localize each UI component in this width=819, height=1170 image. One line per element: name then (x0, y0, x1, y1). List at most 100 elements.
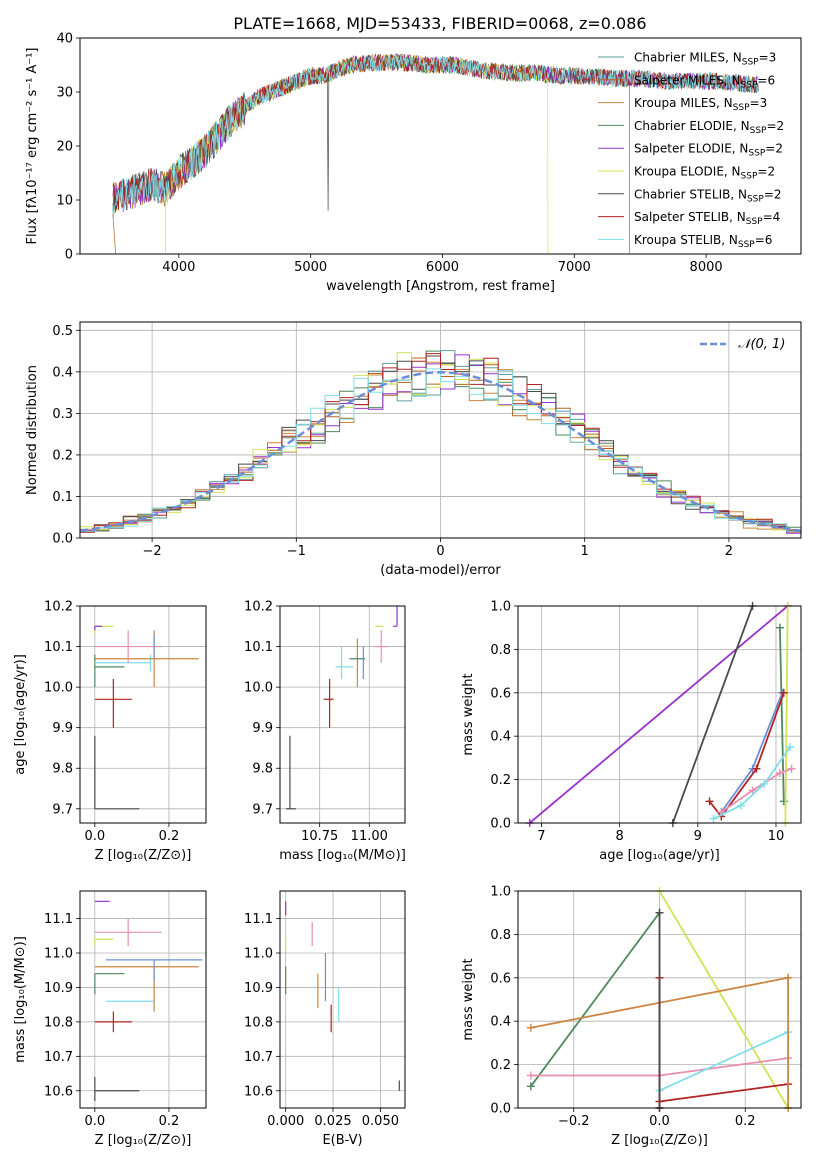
x-tick-label: 1 (581, 544, 589, 559)
spectrum-panel: 4000 5000 6000 7000 8000 0 10 20 30 40 wavelength … (25, 32, 802, 294)
y-tick-label: 0.6 (490, 686, 511, 701)
y-tick-label: 0.2 (52, 448, 73, 463)
series-line (529, 606, 789, 823)
x-tick-label: 0.2 (159, 829, 180, 844)
mass-vs-metallicity-panel: 0.0 0.2 10.6 10.7 10.8 10.9 11.0 11.1 Z [log₁₀(Z… (13, 890, 207, 1148)
y-tick-label: 10.1 (244, 640, 273, 655)
y-tick-label: 1.0 (490, 885, 511, 900)
axes-frame (279, 890, 406, 1109)
x-tick-label: 11.00 (351, 829, 388, 844)
y-tick-label: 10.7 (244, 1050, 273, 1065)
y-tick-label: 9.9 (252, 721, 273, 736)
y-tick-label: 0.0 (52, 532, 73, 547)
figure-title: PLATE=1668, MJD=53433, FIBERID=0068, z=0… (233, 14, 646, 33)
y-tick-label: 0.0 (490, 817, 511, 832)
y-tick-label: 9.8 (52, 762, 73, 777)
y-axis-label: Normed distribution (25, 365, 40, 495)
x-tick-label: 10.75 (301, 829, 338, 844)
x-tick-label: 0 (436, 544, 444, 559)
x-axis-label: mass [log₁₀(M/M⊙)] (279, 848, 406, 863)
y-axis-label: age [log₁₀(age/yr)] (13, 654, 28, 775)
x-tick-label: 0.2 (159, 1114, 180, 1129)
y-tick-label: 10.0 (244, 681, 273, 696)
x-tick-label: 4000 (162, 260, 195, 275)
y-tick-label: 0.8 (490, 928, 511, 943)
y-tick-label: 9.7 (252, 802, 273, 817)
x-tick-label: 8000 (690, 260, 723, 275)
axes-frame (79, 37, 802, 255)
x-tick-label: 0.0 (84, 1114, 105, 1129)
y-tick-label: 9.9 (52, 721, 73, 736)
y-tick-label: 1.0 (490, 600, 511, 615)
gaussian-curve (80, 371, 801, 532)
legend-label: Chabrier ELODIE, NSSP=2 (634, 119, 784, 136)
y-axis-label: mass [log₁₀(M/M⊙)] (13, 936, 28, 1063)
series-line (671, 606, 754, 823)
histogram-series (80, 368, 801, 538)
series-line (658, 891, 789, 1108)
y-tick-label: 10.2 (244, 600, 273, 615)
y-tick-label: 0.4 (490, 1015, 511, 1030)
age-vs-metallicity-panel: 0.0 0.2 9.7 9.8 9.9 10.0 10.1 10.2 Z [log₁₀(Z/Z⊙… (13, 600, 207, 863)
x-tick-label: 0.0 (649, 1114, 670, 1129)
y-tick-label: 0.1 (52, 490, 73, 505)
series-line (708, 692, 785, 818)
axes-frame (79, 890, 207, 1109)
legend-label: Chabrier MILES, NSSP=3 (634, 51, 776, 68)
y-tick-label: 11.0 (244, 947, 273, 962)
y-tick-label: 0.2 (490, 1058, 511, 1073)
y-tick-label: 0.2 (490, 773, 511, 788)
x-tick-label: 0.025 (314, 1114, 351, 1129)
axes-frame (517, 605, 802, 824)
y-tick-label: 10.8 (44, 1015, 73, 1030)
x-tick-label: 5000 (294, 260, 327, 275)
y-axis-label: Flux [fλ10⁻¹⁷ erg cm⁻² s⁻¹ A⁻¹] (25, 48, 40, 245)
y-tick-label: 10.9 (44, 981, 73, 996)
legend-label: Kroupa ELODIE, NSSP=2 (634, 165, 775, 182)
y-tick-label: 0.5 (52, 324, 73, 339)
x-tick-label: 9 (694, 829, 702, 844)
y-tick-label: 0.8 (490, 643, 511, 658)
x-tick-label: 8 (615, 829, 623, 844)
x-tick-label: 10 (768, 829, 785, 844)
series-line (784, 606, 789, 823)
legend-label: Kroupa STELIB, NSSP=6 (634, 233, 772, 250)
y-tick-label: 9.7 (52, 802, 73, 817)
spectrum-line (112, 54, 759, 217)
y-tick-label: 10.6 (244, 1084, 273, 1099)
age-vs-mass-panel: 10.75 11.00 9.7 9.8 9.9 10.0 10.1 10.2 mass [log… (244, 600, 406, 864)
y-tick-label: 0.4 (490, 730, 511, 745)
x-tick-label: −2 (143, 544, 162, 559)
y-axis-label: mass weight (461, 958, 476, 1040)
legend-label: 𝒩(0, 1) (738, 337, 785, 352)
x-tick-label: −1 (287, 544, 306, 559)
x-tick-label: −0.2 (558, 1114, 590, 1129)
axes-frame (79, 605, 207, 824)
y-tick-label: 0 (65, 248, 73, 263)
y-tick-label: 40 (56, 32, 73, 47)
x-axis-label: Z [log₁₀(Z/Z⊙)] (95, 1133, 192, 1148)
y-tick-label: 9.8 (252, 762, 273, 777)
y-tick-label: 0.4 (52, 365, 73, 380)
legend-label: Salpeter ELODIE, NSSP=2 (634, 142, 783, 159)
y-tick-label: 20 (56, 140, 73, 155)
x-axis-label: E(B-V) (322, 1133, 362, 1148)
x-axis-label: age [log₁₀(age/yr)] (599, 848, 720, 863)
y-tick-label: 11.1 (44, 912, 73, 927)
x-axis-label: wavelength [Angstrom, rest frame] (326, 279, 555, 294)
y-tick-label: 10.2 (44, 600, 73, 615)
legend-label: Chabrier STELIB, NSSP=2 (634, 187, 782, 204)
y-tick-label: 10.8 (244, 1015, 273, 1030)
spectrum-line (112, 54, 759, 210)
series-line (659, 1031, 789, 1092)
x-tick-label: 0.050 (362, 1114, 399, 1129)
y-tick-label: 10.9 (244, 981, 273, 996)
series-line (659, 1083, 789, 1103)
legend-label: Salpeter STELIB, NSSP=4 (634, 210, 780, 227)
x-axis-label: (data-model)/error (380, 563, 501, 578)
y-tick-label: 10.6 (44, 1084, 73, 1099)
series-line (713, 746, 791, 820)
x-axis-label: Z [log₁₀(Z/Z⊙)] (611, 1133, 708, 1148)
y-tick-label: 11.0 (44, 947, 73, 962)
